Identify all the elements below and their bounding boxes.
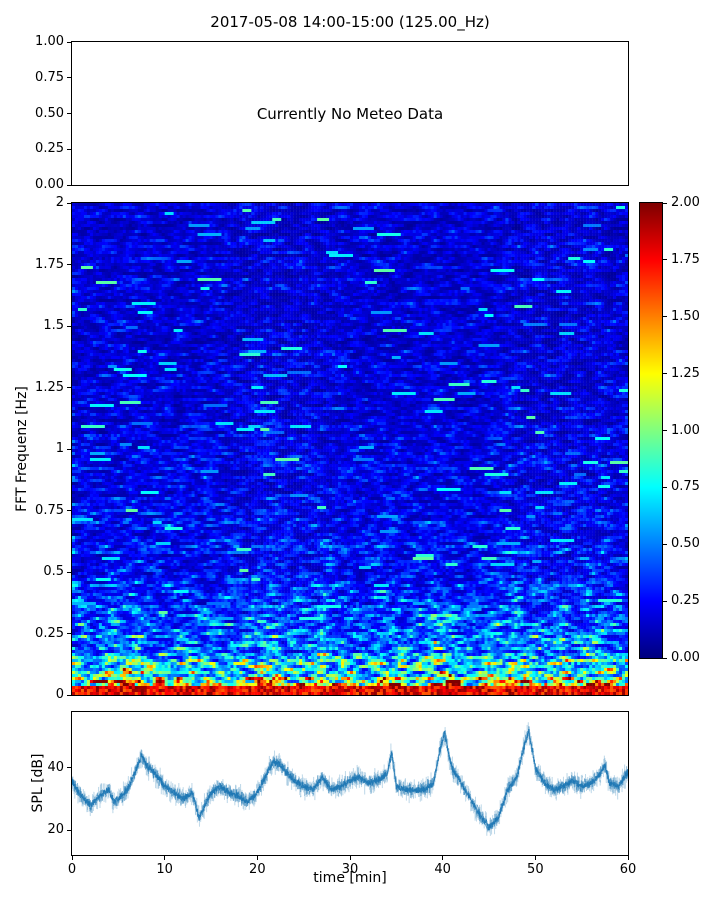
colorbar-tick-label: 0.75 <box>671 479 700 495</box>
x-tick-label: 10 <box>156 862 173 877</box>
x-tick-mark <box>71 856 73 860</box>
y-tick-label: 1 <box>55 441 64 456</box>
colorbar-tick-label: 0.00 <box>671 650 700 665</box>
y-tick-label: 1.75 <box>35 256 64 272</box>
colorbar-tick-label: 0.50 <box>671 536 700 552</box>
x-tick-mark <box>256 856 258 860</box>
colorbar-tick-label: 1.00 <box>671 422 700 438</box>
y-tick-mark <box>67 510 71 511</box>
x-tick-label: 60 <box>619 862 637 877</box>
colorbar-tick-mark <box>663 202 667 204</box>
y-tick-mark <box>67 148 71 150</box>
y-tick-label: 0.75 <box>35 502 64 518</box>
y-tick-mark <box>67 448 71 450</box>
y-tick-label: 1.5 <box>43 318 64 333</box>
y-tick-label: 40 <box>47 759 64 775</box>
colorbar-tick-mark <box>663 543 667 545</box>
y-tick-mark <box>67 325 71 327</box>
y-tick-mark <box>67 77 71 79</box>
x-tick-label: 0 <box>67 862 77 877</box>
colorbar-tick-label: 1.75 <box>671 251 700 267</box>
y-tick-mark <box>67 633 71 634</box>
x-tick-mark <box>442 856 444 860</box>
spl-panel <box>71 711 629 856</box>
colorbar <box>639 202 663 659</box>
x-tick-mark <box>534 856 536 860</box>
y-tick-label: 0.5 <box>43 564 64 579</box>
spectrogram-heatmap <box>72 203 628 695</box>
no-meteo-data-text: Currently No Meteo Data <box>256 104 444 123</box>
spl-line-plot <box>72 712 628 855</box>
colorbar-tick-label: 0.25 <box>671 593 700 609</box>
figure-title: 2017-05-08 14:00-15:00 (125.00_Hz) <box>210 13 490 31</box>
y-tick-mark <box>67 767 71 769</box>
y-tick-label: 0.50 <box>35 105 64 121</box>
y-tick-label: 0 <box>55 687 64 702</box>
y-tick-label: 0.25 <box>35 141 64 157</box>
y-tick-mark <box>67 202 71 204</box>
colorbar-tick-mark <box>663 657 667 659</box>
y-tick-label: 0.25 <box>35 625 64 641</box>
x-tick-mark <box>627 856 629 860</box>
x-tick-mark <box>349 856 351 860</box>
x-tick-label: 30 <box>341 862 359 877</box>
y-tick-label: 1.25 <box>35 379 64 395</box>
meteo-panel: Currently No Meteo Data <box>71 41 629 186</box>
y-tick-label: 0.00 <box>35 177 64 192</box>
y-tick-mark <box>67 113 71 114</box>
y-tick-mark <box>67 184 71 186</box>
colorbar-tick-label: 1.50 <box>671 308 700 324</box>
x-tick-mark <box>164 856 166 860</box>
y-tick-mark <box>67 41 71 43</box>
y-tick-mark <box>67 829 71 831</box>
x-tick-label: 50 <box>527 862 544 877</box>
colorbar-tick-mark <box>663 259 667 261</box>
y-tick-mark <box>67 264 71 265</box>
colorbar-tick-label: 2.00 <box>671 195 700 210</box>
x-tick-label: 40 <box>434 862 451 877</box>
colorbar-tick-mark <box>663 430 667 431</box>
y-tick-label: 20 <box>47 822 64 838</box>
x-axis-label: time [min] <box>313 870 387 886</box>
colorbar-tick-label: 1.25 <box>671 365 700 381</box>
spectrogram-panel <box>71 202 629 696</box>
colorbar-gradient <box>640 203 662 658</box>
y-tick-mark <box>67 694 71 696</box>
colorbar-tick-mark <box>663 316 667 318</box>
x-tick-label: 20 <box>249 862 266 877</box>
y-tick-label: 1.00 <box>35 34 64 49</box>
colorbar-tick-mark <box>663 373 667 375</box>
y-tick-mark <box>67 387 71 388</box>
colorbar-tick-mark <box>663 486 667 488</box>
y-tick-label: 2 <box>55 195 64 210</box>
y-tick-label: 0.75 <box>35 69 64 85</box>
y-tick-mark <box>67 571 71 573</box>
colorbar-tick-mark <box>663 600 667 602</box>
